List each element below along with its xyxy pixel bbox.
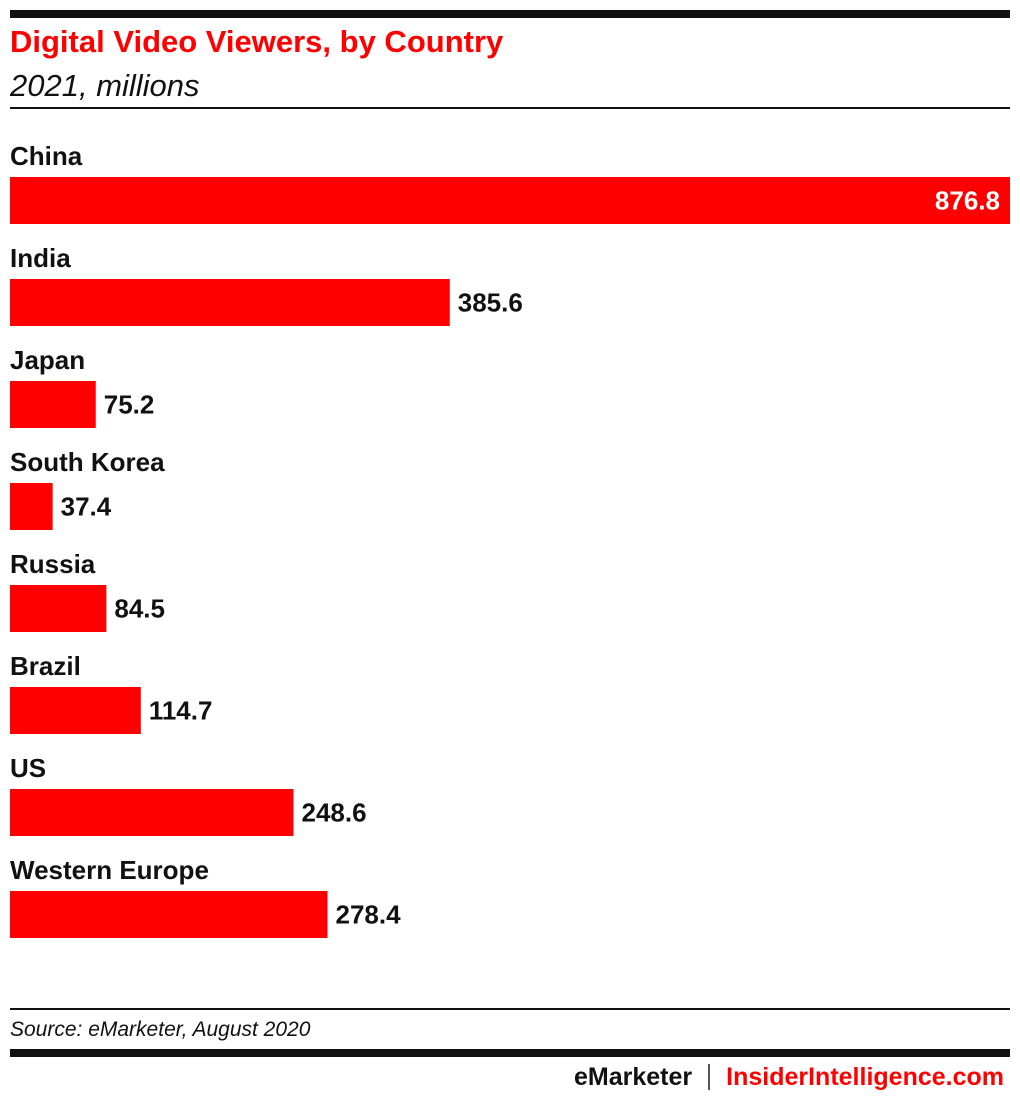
category-label: Brazil bbox=[10, 651, 81, 681]
bar bbox=[10, 381, 96, 428]
bar bbox=[10, 687, 141, 734]
value-label: 248.6 bbox=[302, 798, 367, 828]
brand-footer: eMarketer InsiderIntelligence.com bbox=[574, 1060, 1004, 1094]
bar bbox=[10, 789, 294, 836]
bar-group-russia: Russia 84.5 bbox=[10, 549, 165, 632]
category-label: Western Europe bbox=[10, 855, 209, 885]
bar-group-india: India 385.6 bbox=[10, 243, 523, 326]
source-note: Source: eMarketer, August 2020 bbox=[10, 1018, 311, 1041]
footer-divider bbox=[10, 1008, 1010, 1010]
bar-group-us: US 248.6 bbox=[10, 753, 367, 836]
value-label: 75.2 bbox=[104, 390, 155, 420]
header-divider bbox=[10, 107, 1010, 109]
brand-separator bbox=[708, 1064, 711, 1090]
chart-subtitle: 2021, millions bbox=[10, 68, 200, 103]
top-rule bbox=[10, 10, 1010, 18]
category-label: Japan bbox=[10, 345, 85, 375]
bar-group-china: China 876.8 bbox=[10, 141, 1010, 224]
category-label: South Korea bbox=[10, 447, 165, 477]
bar-chart: China 876.8 India 385.6 Japan 75.2 South Korea… bbox=[10, 141, 1010, 938]
brand-insiderintelligence: InsiderIntelligence.com bbox=[726, 1062, 1004, 1091]
value-label: 385.6 bbox=[458, 288, 523, 318]
bar bbox=[10, 891, 328, 938]
brand-emarketer: eMarketer bbox=[574, 1062, 693, 1091]
bar-group-western-europe: Western Europe 278.4 bbox=[10, 855, 401, 938]
value-label: 876.8 bbox=[935, 186, 1000, 216]
bar-group-japan: Japan 75.2 bbox=[10, 345, 154, 428]
category-label: Russia bbox=[10, 549, 96, 579]
bar bbox=[10, 279, 450, 326]
value-label: 84.5 bbox=[114, 594, 165, 624]
bar-group-south-korea: South Korea 37.4 bbox=[10, 447, 165, 530]
value-label: 37.4 bbox=[61, 492, 112, 522]
bar bbox=[10, 177, 1010, 224]
category-label: India bbox=[10, 243, 71, 273]
value-label: 278.4 bbox=[336, 900, 402, 930]
bar-group-brazil: Brazil 114.7 bbox=[10, 651, 212, 734]
bar bbox=[10, 585, 107, 632]
value-label: 114.7 bbox=[149, 696, 213, 726]
category-label: US bbox=[10, 753, 46, 783]
chart-title: Digital Video Viewers, by Country bbox=[10, 24, 504, 59]
bottom-rule bbox=[10, 1049, 1010, 1057]
bar bbox=[10, 483, 53, 530]
category-label: China bbox=[10, 141, 83, 171]
